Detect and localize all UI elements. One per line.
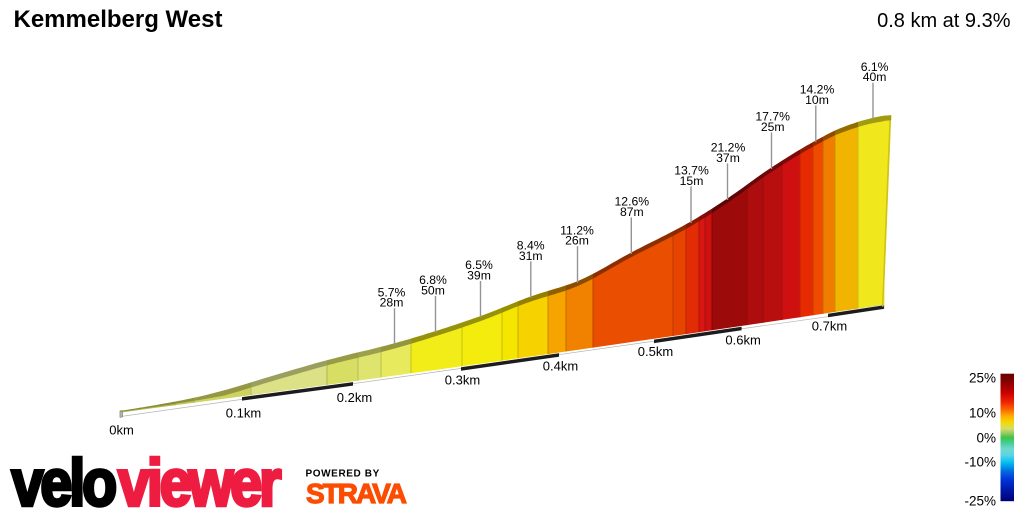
svg-text:-10%: -10% — [964, 454, 996, 469]
svg-text:8.4%: 8.4% — [517, 239, 545, 253]
svg-text:velo: velo — [12, 447, 116, 512]
svg-text:31m: 31m — [519, 249, 543, 263]
svg-text:6.8%: 6.8% — [419, 273, 447, 287]
svg-text:10%: 10% — [969, 405, 996, 420]
svg-text:11.2%: 11.2% — [560, 223, 594, 237]
svg-text:17.7%: 17.7% — [755, 110, 790, 124]
svg-text:10m: 10m — [805, 93, 829, 107]
svg-text:0%: 0% — [976, 431, 996, 446]
svg-text:5.7%: 5.7% — [378, 285, 406, 299]
svg-text:39m: 39m — [467, 268, 491, 282]
svg-text:40m: 40m — [863, 70, 887, 84]
svg-text:0.1km: 0.1km — [226, 406, 261, 421]
svg-text:0.7km: 0.7km — [812, 319, 847, 334]
svg-text:25m: 25m — [761, 120, 785, 134]
svg-text:0.3km: 0.3km — [445, 373, 480, 388]
svg-text:21.2%: 21.2% — [711, 141, 746, 155]
svg-text:POWERED BY: POWERED BY — [306, 469, 380, 480]
svg-text:87m: 87m — [620, 205, 644, 219]
svg-text:0.2km: 0.2km — [337, 390, 372, 405]
svg-text:0.8 km at 9.3%: 0.8 km at 9.3% — [877, 10, 1011, 32]
svg-text:13.7%: 13.7% — [674, 164, 709, 178]
svg-text:0.4km: 0.4km — [543, 359, 578, 374]
svg-text:14.2%: 14.2% — [800, 83, 835, 97]
svg-text:25%: 25% — [969, 371, 996, 386]
svg-text:viewer: viewer — [118, 447, 281, 512]
svg-text:28m: 28m — [380, 296, 404, 310]
svg-text:12.6%: 12.6% — [615, 195, 650, 209]
svg-text:15m: 15m — [680, 174, 704, 188]
svg-text:50m: 50m — [421, 283, 445, 297]
svg-text:0.6km: 0.6km — [725, 332, 760, 347]
svg-text:6.1%: 6.1% — [861, 60, 889, 74]
svg-text:6.5%: 6.5% — [465, 258, 493, 272]
svg-text:0.5km: 0.5km — [638, 344, 673, 359]
svg-text:26m: 26m — [565, 234, 589, 248]
svg-text:-25%: -25% — [964, 494, 996, 509]
svg-text:STRAVA: STRAVA — [306, 478, 407, 509]
svg-text:Kemmelberg West: Kemmelberg West — [14, 6, 223, 33]
svg-text:37m: 37m — [716, 151, 740, 165]
svg-text:0km: 0km — [109, 422, 134, 437]
